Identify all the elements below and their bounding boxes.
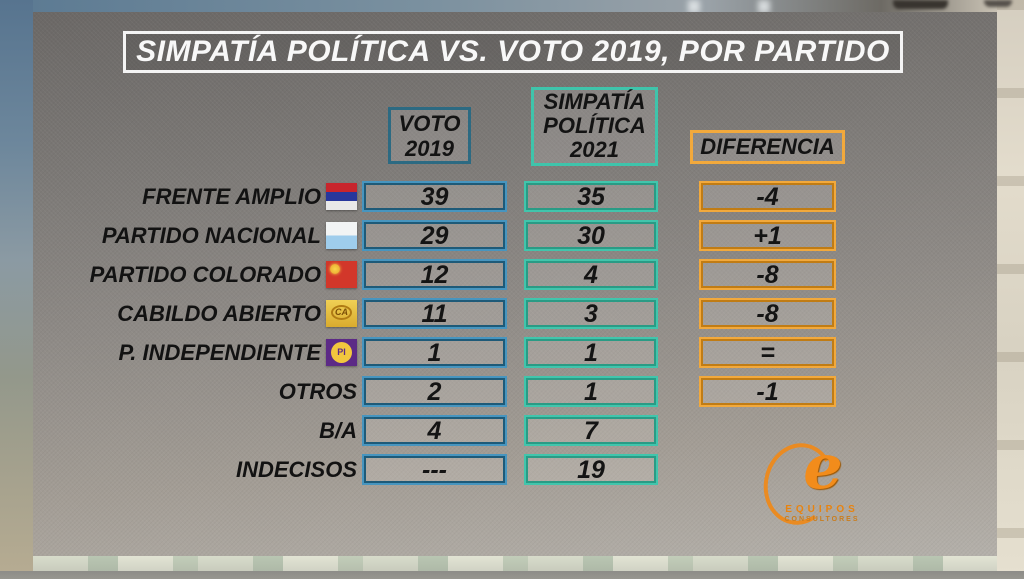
simpatia-2021-value: 19: [524, 454, 658, 485]
sun-emblem: [330, 264, 340, 274]
simpatia-2021-value: 1: [524, 376, 658, 407]
logo-name-line1: EQUIPOS: [785, 504, 859, 515]
diferencia-value: -8: [699, 298, 836, 329]
ca-monogram: CA: [331, 305, 352, 320]
simpatia-header-line1: SIMPATÍA: [543, 89, 646, 114]
page-title: SIMPATÍA POLÍTICA VS. VOTO 2019, POR PAR…: [123, 31, 903, 73]
row-label: P. INDEPENDIENTE: [118, 340, 321, 365]
background-right-strip: [997, 0, 1024, 579]
diferencia-value: -1: [699, 376, 836, 407]
diferencia-value: -8: [699, 259, 836, 290]
row-label: INDECISOS: [235, 457, 357, 482]
simpatia-2021-value: 7: [524, 415, 658, 446]
voto-2019-value: 2: [362, 376, 507, 407]
simpatia-header-line3: 2021: [570, 137, 619, 162]
diferencia-value: -4: [699, 181, 836, 212]
simpatia-2021-value: 30: [524, 220, 658, 251]
simpatia-2021-value: 4: [524, 259, 658, 290]
voto-header-line2: 2019: [405, 136, 454, 161]
background-left-strip: [0, 0, 33, 579]
simpatia-2021-value: 3: [524, 298, 658, 329]
voto-2019-value: ---: [362, 454, 507, 485]
simpatia-2021-value: 35: [524, 181, 658, 212]
logo-name-line2: CONSULTORES: [784, 516, 860, 523]
row-label: CABILDO ABIERTO: [117, 301, 321, 326]
table-row-cabildo-abierto: CABILDO ABIERTO CA 11 3 -8: [0, 298, 1024, 329]
equipos-consultores-logo: e EQUIPOS CONSULTORES: [756, 430, 888, 540]
row-label: B/A: [319, 418, 357, 443]
logo-e-letter: e: [803, 430, 843, 503]
diferencia-value: =: [699, 337, 836, 368]
column-header-diferencia: DIFERENCIA: [690, 130, 845, 164]
voto-header-line1: VOTO: [398, 111, 461, 136]
row-label: OTROS: [278, 379, 357, 404]
column-header-voto-2019: VOTO 2019: [388, 107, 471, 164]
voto-2019-value: 39: [362, 181, 507, 212]
row-label: FRENTE AMPLIO: [142, 184, 321, 209]
frente-amplio-flag-icon: [326, 183, 357, 210]
cabildo-abierto-logo-icon: CA: [326, 300, 357, 327]
simpatia-2021-value: 1: [524, 337, 658, 368]
background-bottom-bar: [0, 571, 1024, 579]
row-label: PARTIDO NACIONAL: [101, 223, 321, 248]
simpatia-header-line2: POLÍTICA: [543, 113, 646, 138]
table-row-indecisos: INDECISOS --- 19: [0, 454, 1024, 485]
partido-nacional-flag-icon: [326, 222, 357, 249]
background-light-streak: [758, 0, 770, 13]
background-dark-shape: [984, 0, 1012, 7]
row-label: PARTIDO COLORADO: [89, 262, 321, 287]
table-row-otros: OTROS 2 1 -1: [0, 376, 1024, 407]
table-row-ba: B/A 4 7: [0, 415, 1024, 446]
background-light-streak: [688, 0, 700, 13]
overlay-panel: [33, 12, 997, 556]
background-top-strip: [33, 0, 997, 13]
background-dark-shape: [893, 0, 948, 9]
voto-2019-value: 11: [362, 298, 507, 329]
partido-colorado-flag-icon: [326, 261, 357, 288]
diferencia-value: +1: [699, 220, 836, 251]
partido-independiente-logo-icon: PI: [326, 339, 357, 366]
voto-2019-value: 1: [362, 337, 507, 368]
table-row-partido-nacional: PARTIDO NACIONAL 29 30 +1: [0, 220, 1024, 251]
voto-2019-value: 29: [362, 220, 507, 251]
voto-2019-value: 4: [362, 415, 507, 446]
column-header-simpatia-2021: SIMPATÍA POLÍTICA 2021: [531, 87, 658, 166]
table-row-partido-independiente: P. INDEPENDIENTE PI 1 1 =: [0, 337, 1024, 368]
table-row-partido-colorado: PARTIDO COLORADO 12 4 -8: [0, 259, 1024, 290]
voto-2019-value: 12: [362, 259, 507, 290]
pi-monogram: PI: [331, 342, 352, 363]
table-row-frente-amplio: FRENTE AMPLIO 39 35 -4: [0, 181, 1024, 212]
